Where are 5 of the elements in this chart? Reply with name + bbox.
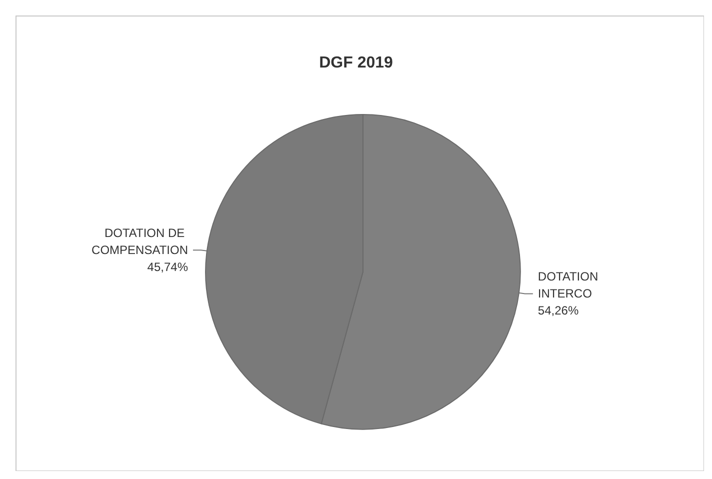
data-label: 54,26%: [538, 304, 579, 318]
slice-label: DOTATION INTERCO: [538, 270, 602, 301]
slice-label: DOTATION DE COMPENSATION: [92, 226, 188, 258]
data-label: 45,74%: [147, 260, 188, 274]
chart-title: DGF 2019: [319, 54, 394, 72]
